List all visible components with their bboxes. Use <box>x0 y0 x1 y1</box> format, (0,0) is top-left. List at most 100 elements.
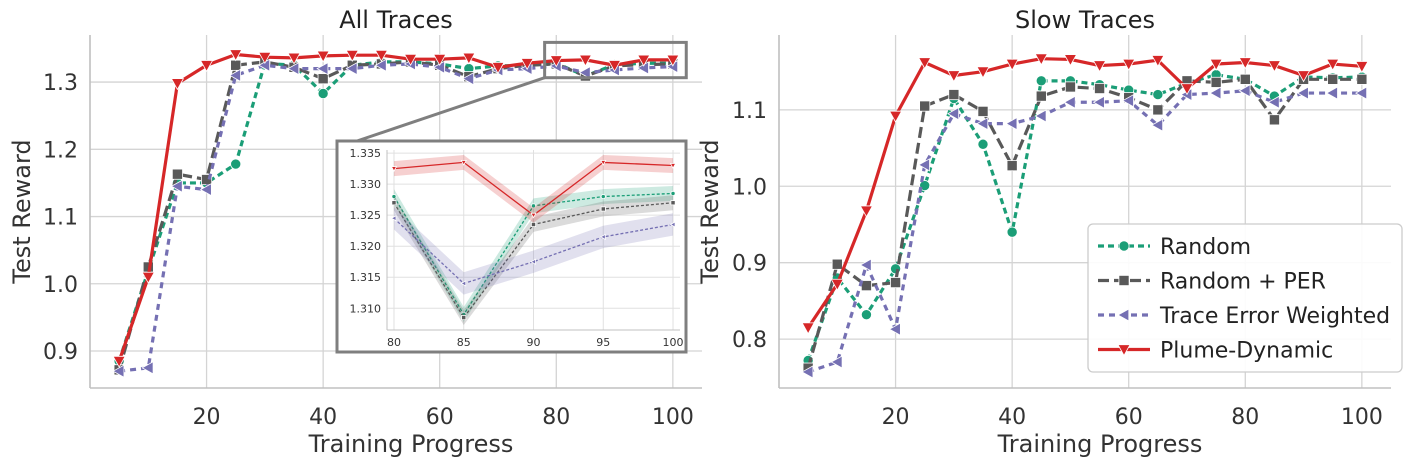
legend-marker <box>1118 240 1130 252</box>
data-point <box>977 105 989 117</box>
data-point <box>1006 160 1018 172</box>
data-point <box>230 158 242 170</box>
legend-label: Trace Error Weighted <box>1159 304 1390 329</box>
data-point <box>1209 58 1223 71</box>
y-axis-label: Test Reward <box>696 139 724 284</box>
series-plume-dynamic <box>112 49 680 368</box>
data-point <box>947 70 961 83</box>
data-point <box>948 89 960 101</box>
data-point <box>1005 116 1018 131</box>
x-tick-label: 40 <box>998 405 1026 430</box>
data-point <box>1035 75 1047 87</box>
data-point <box>1325 86 1338 100</box>
data-point <box>520 58 534 71</box>
data-point <box>1152 104 1164 116</box>
data-point <box>918 57 932 70</box>
inset-data-point <box>391 194 397 200</box>
data-point <box>578 65 591 80</box>
data-point <box>666 54 680 67</box>
data-point <box>141 361 154 375</box>
inset-y-tick-label: 1.310 <box>350 302 382 315</box>
y-tick-label: 1.0 <box>43 273 78 298</box>
inset-series-line <box>393 217 674 285</box>
x-tick-label: 100 <box>1341 405 1383 430</box>
data-point <box>1034 109 1047 123</box>
data-point <box>491 62 505 75</box>
data-point <box>830 278 844 291</box>
inset-data-point <box>390 215 397 222</box>
data-point <box>403 54 418 67</box>
data-point <box>1063 95 1076 109</box>
inset-x-tick-label: 90 <box>527 336 541 349</box>
data-point <box>859 205 874 218</box>
data-point <box>1296 86 1309 100</box>
data-point <box>1152 89 1164 101</box>
data-point <box>919 100 931 112</box>
data-point <box>1210 76 1222 88</box>
legend-label: Random + PER <box>1160 270 1326 295</box>
series-line <box>118 62 673 373</box>
confidence-band <box>393 207 674 295</box>
data-point <box>1238 57 1252 70</box>
data-point <box>317 73 329 85</box>
y-tick-label: 1.1 <box>732 99 767 124</box>
series-trace-error-weighted <box>801 84 1368 379</box>
y-tick-label: 1.3 <box>43 71 78 96</box>
inset-data-point <box>670 190 676 196</box>
y-tick-label: 1.2 <box>43 138 78 163</box>
legend-marker <box>1117 344 1131 357</box>
inset-data-point <box>530 203 537 209</box>
inset-series <box>390 207 676 295</box>
data-point <box>316 61 329 76</box>
inset-y-tick-label: 1.315 <box>350 271 382 284</box>
inset-y-tick-label: 1.320 <box>350 240 382 253</box>
chart-title: All Traces <box>339 6 453 34</box>
legend-marker <box>1118 274 1130 286</box>
data-point <box>1267 60 1282 73</box>
inset-data-point <box>599 233 606 241</box>
data-point <box>433 54 447 67</box>
inset-x-tick-label: 100 <box>663 336 684 349</box>
x-tick-label: 80 <box>1231 405 1259 430</box>
legend-marker <box>1117 308 1130 322</box>
data-point <box>801 365 814 379</box>
legend-item: Trace Error Weighted <box>1098 304 1390 329</box>
legend-box <box>1087 223 1403 373</box>
data-point <box>860 309 872 321</box>
y-tick-label: 0.9 <box>43 340 78 365</box>
data-point <box>374 49 389 62</box>
inset-data-point <box>670 200 676 206</box>
confidence-band <box>393 154 674 223</box>
inset-series <box>391 195 676 326</box>
data-point <box>317 87 329 99</box>
x-axis-label: Training Progress <box>997 430 1203 458</box>
data-point <box>1151 118 1164 132</box>
series-line <box>806 57 1362 329</box>
inset-data-point <box>669 163 677 169</box>
inset-data-point <box>530 212 537 219</box>
inset-data-point <box>600 194 606 200</box>
data-point <box>228 68 241 83</box>
data-point <box>976 116 989 131</box>
data-point <box>888 110 903 123</box>
inset-data-point <box>460 160 467 166</box>
inset-data-point <box>530 258 536 265</box>
inset-data-point <box>391 200 397 206</box>
data-point <box>637 54 651 67</box>
data-point <box>462 72 475 86</box>
y-tick-label: 0.8 <box>732 328 767 353</box>
confidence-band <box>393 195 674 326</box>
inset-data-point <box>600 160 607 166</box>
x-tick-label: 80 <box>542 405 570 430</box>
data-point <box>170 179 183 193</box>
inset-zoom: 80 85 90 95 100 1.310 1.315 1.320 1.325 1.330 1.33… <box>335 40 688 354</box>
data-point <box>141 271 155 284</box>
legend-item: Random <box>1098 235 1251 260</box>
data-point <box>890 277 902 289</box>
chart-title: Slow Traces <box>1015 6 1155 34</box>
data-point <box>287 61 300 76</box>
data-point <box>1355 86 1368 100</box>
series-trace-error-weighted <box>112 57 679 378</box>
data-point <box>316 50 330 63</box>
